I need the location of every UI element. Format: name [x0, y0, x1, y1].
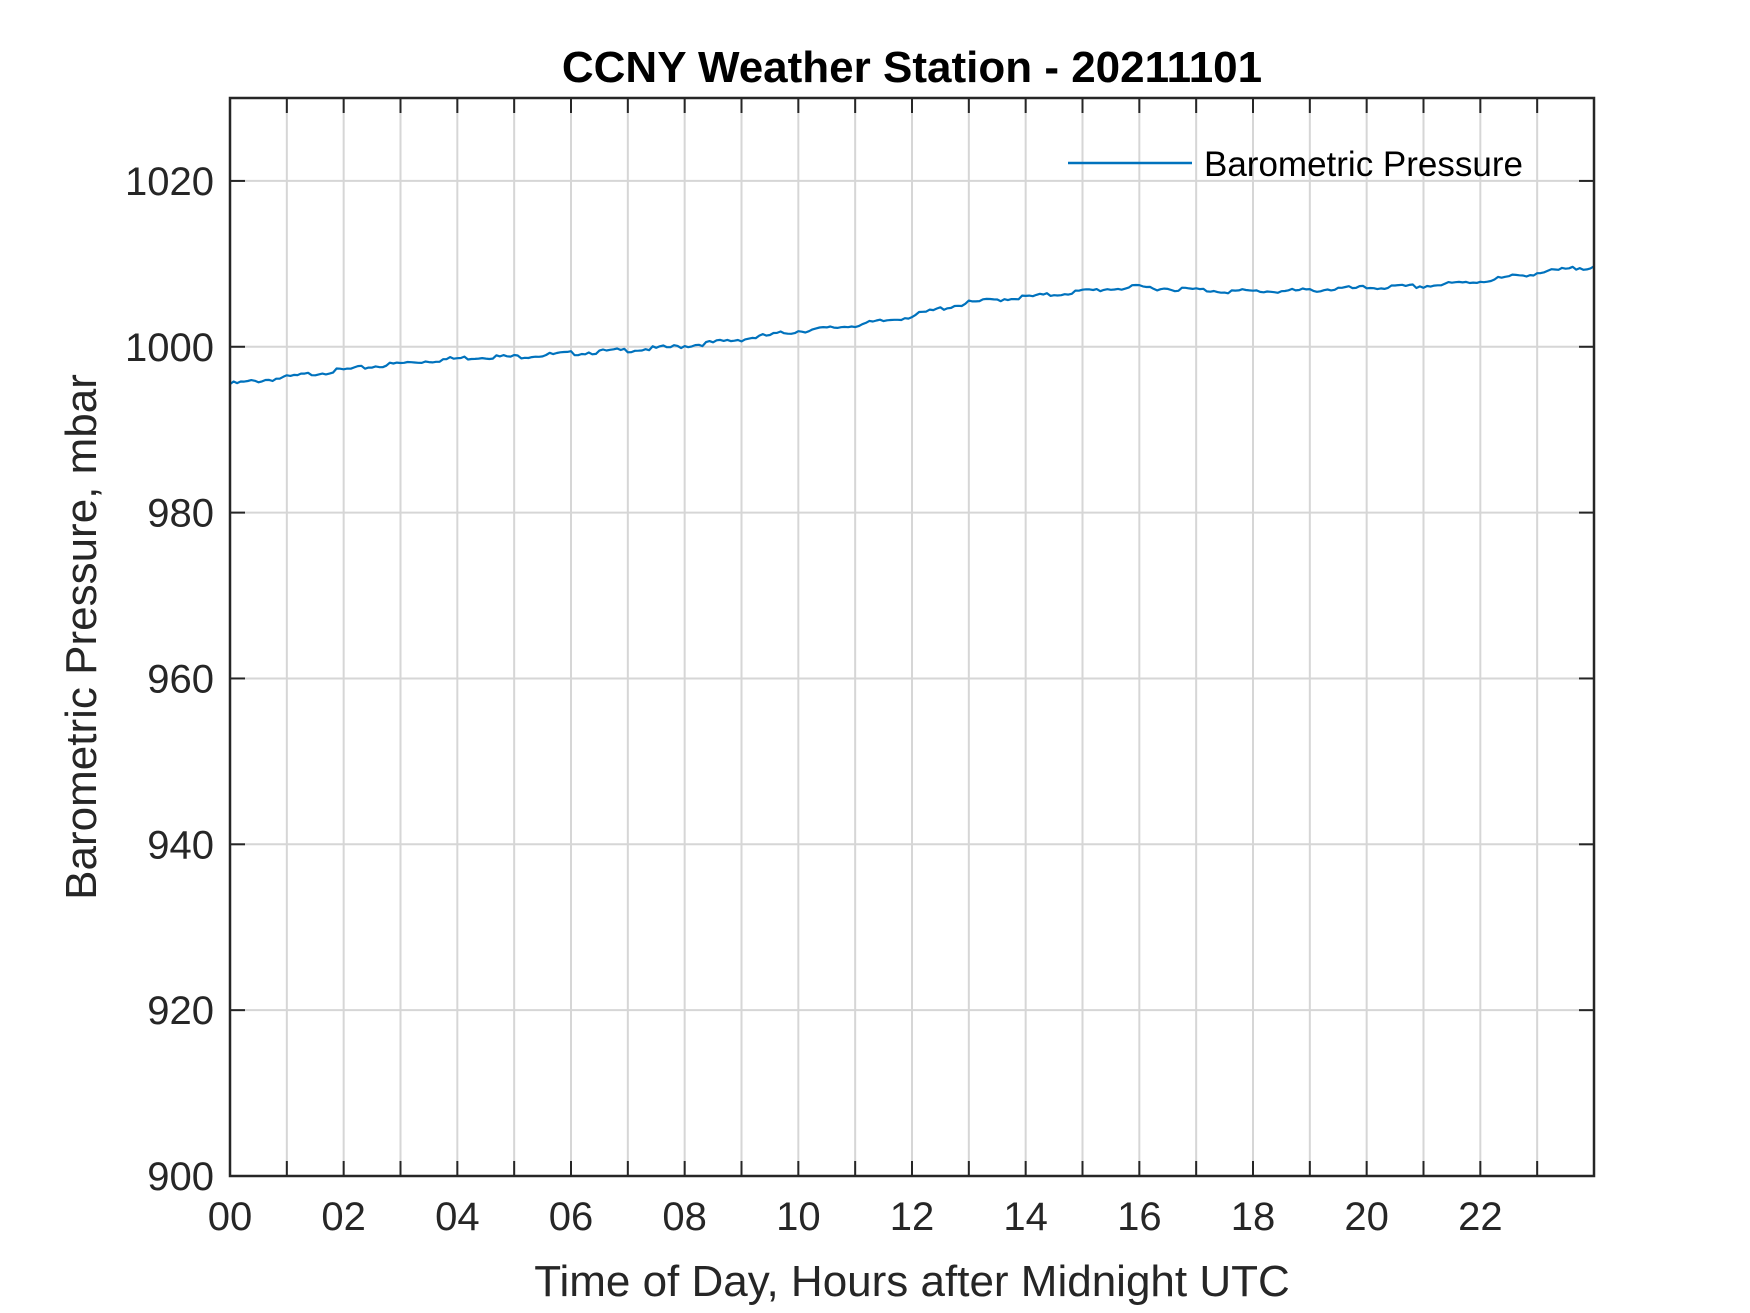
legend-label-barometric-pressure: Barometric Pressure [1204, 145, 1523, 184]
y-tick-label: 1020 [125, 160, 214, 204]
y-axis-tick-labels: 900 920 940 960 980 1000 1020 [125, 160, 214, 1199]
series-line-barometric-pressure [229, 265, 1595, 385]
x-tick-label: 16 [1117, 1195, 1162, 1239]
y-tick-label: 940 [147, 823, 214, 867]
x-tick-label: 18 [1231, 1195, 1276, 1239]
x-tick-label: 20 [1344, 1195, 1389, 1239]
x-axis-label: Time of Day, Hours after Midnight UTC [534, 1257, 1290, 1306]
axis-ticks [230, 98, 1594, 1177]
x-tick-label: 14 [1003, 1195, 1048, 1239]
x-tick-label: 10 [776, 1195, 821, 1239]
y-axis-label: Barometric Pressure, mbar [57, 374, 106, 900]
x-tick-label: 12 [890, 1195, 935, 1239]
series-layer [229, 265, 1595, 385]
y-tick-label: 920 [147, 989, 214, 1033]
y-tick-label: 900 [147, 1155, 214, 1199]
legend: Barometric Pressure [1068, 145, 1523, 184]
y-tick-label: 960 [147, 657, 214, 701]
x-tick-label: 04 [435, 1195, 480, 1239]
chart-title: CCNY Weather Station - 20211101 [562, 43, 1262, 92]
x-tick-label: 02 [321, 1195, 366, 1239]
y-tick-label: 980 [147, 492, 214, 536]
x-axis-tick-labels: 00 02 04 06 08 10 12 14 16 18 20 22 [208, 1195, 1503, 1239]
x-tick-label: 06 [549, 1195, 594, 1239]
y-tick-label: 1000 [125, 326, 214, 370]
x-tick-label: 00 [208, 1195, 253, 1239]
x-tick-label: 08 [662, 1195, 707, 1239]
x-tick-label: 22 [1458, 1195, 1503, 1239]
grid-lines [230, 98, 1594, 1176]
